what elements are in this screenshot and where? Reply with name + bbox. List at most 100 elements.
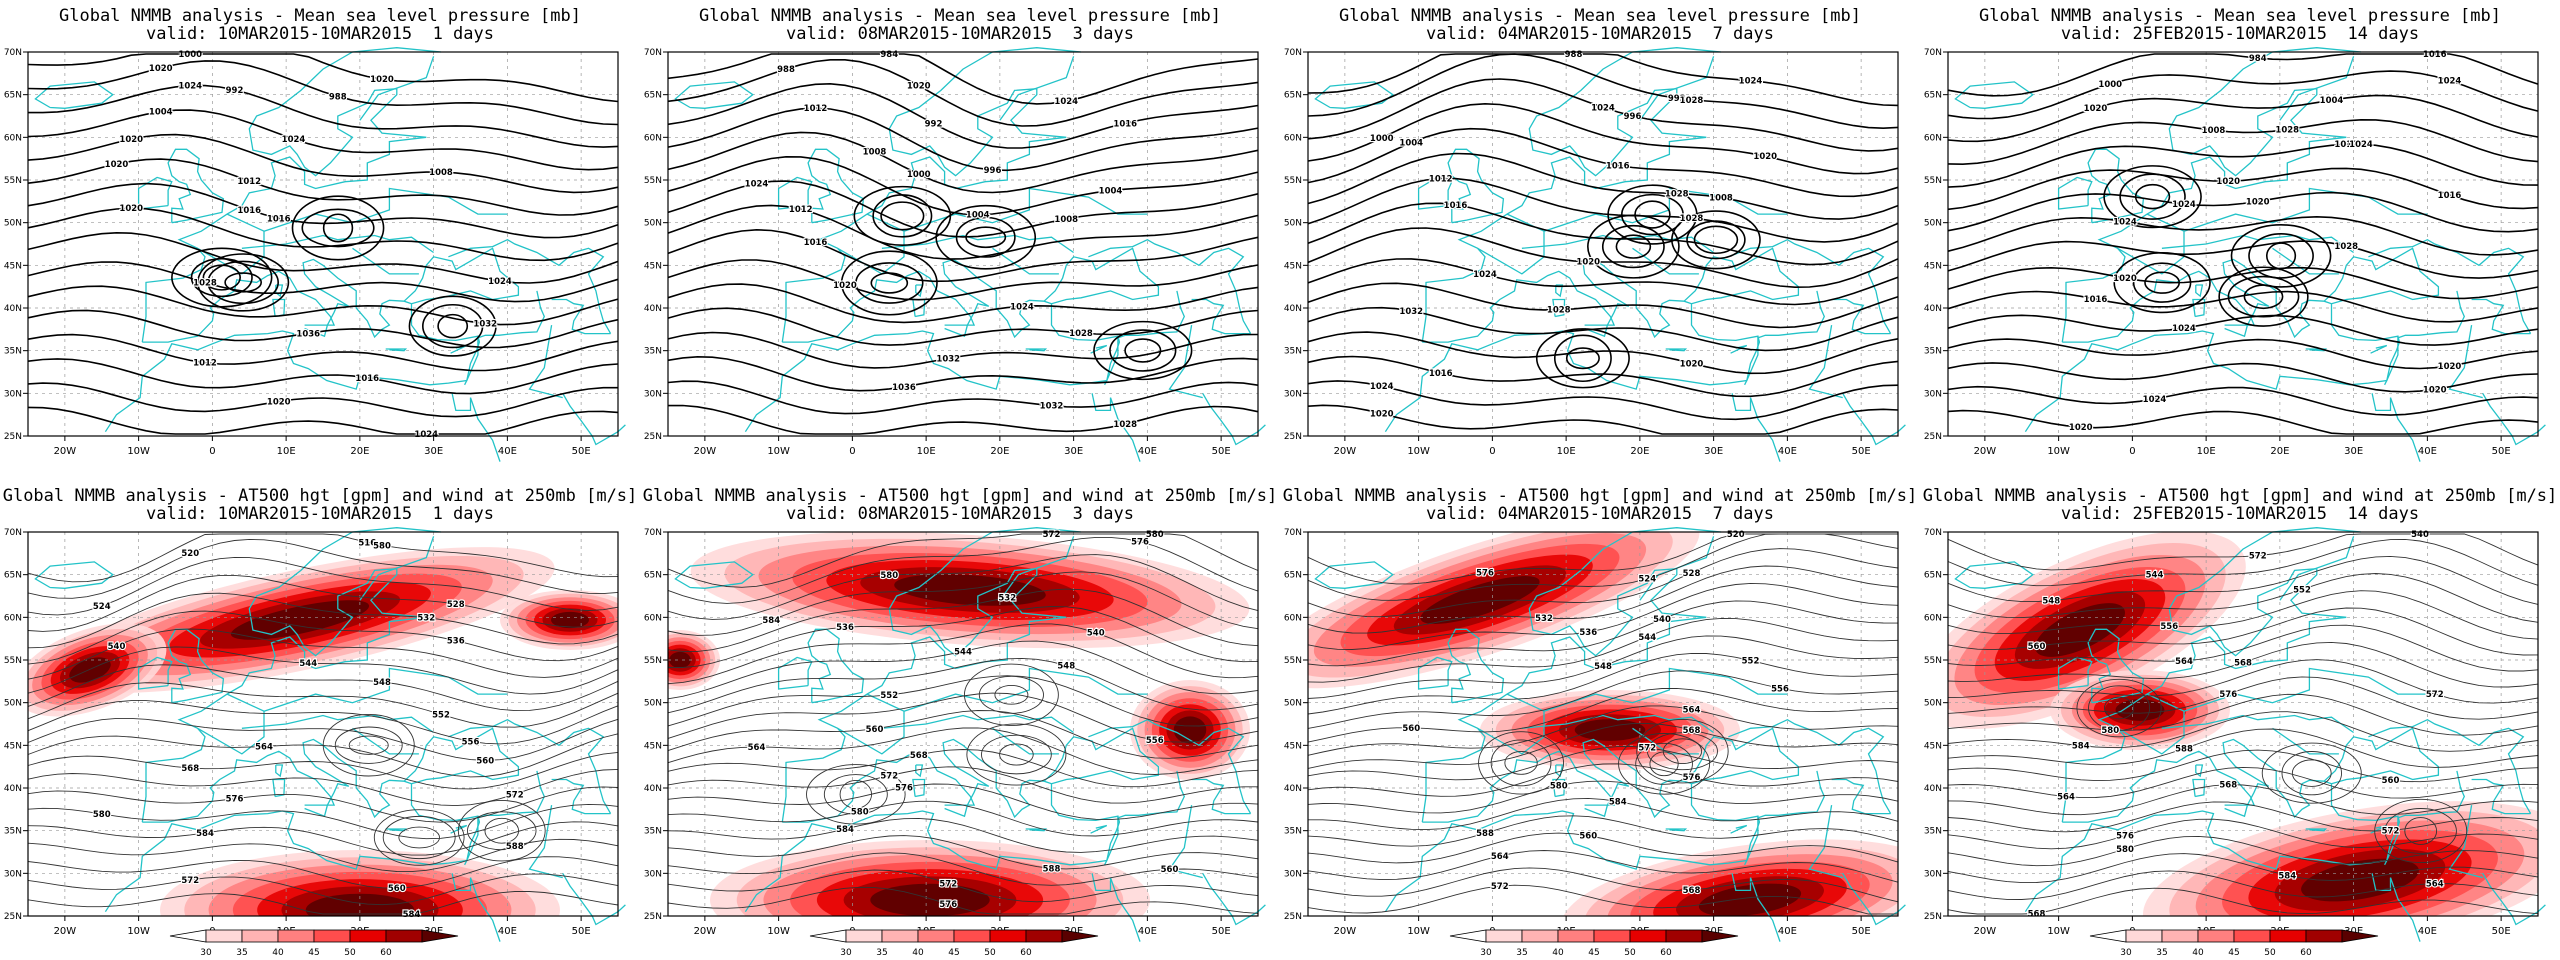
contour-label: 1020: [267, 397, 291, 407]
contour-label: 1028: [1665, 190, 1689, 200]
legend-tick-label: 30: [1480, 948, 1492, 958]
contour-label: 576: [939, 900, 957, 910]
legend-swatch: [2269, 929, 2307, 943]
lat-tick-label: 55N: [1924, 176, 1942, 186]
contour-label: 1016: [355, 374, 379, 384]
lat-tick-label: 35N: [1924, 827, 1942, 837]
contour-label: 552: [432, 710, 450, 720]
contour-label: 564: [2057, 793, 2075, 803]
contour-label: 1024: [1473, 270, 1497, 280]
lat-tick-label: 25N: [1284, 432, 1302, 442]
contour-label: 1028: [1113, 420, 1137, 430]
panel-title: Global NMMB analysis - AT500 hgt [gpm] a…: [2, 486, 638, 506]
panel-title: Global NMMB analysis - Mean sea level pr…: [699, 6, 1221, 26]
lon-tick-label: 20W: [1974, 926, 1997, 937]
contour-label: 1016: [2084, 295, 2108, 305]
legend-tick-label: 50: [984, 948, 996, 958]
contour-label: 992: [1668, 94, 1686, 104]
legend-tick-label: 50: [344, 948, 356, 958]
legend-tick-label: 50: [1624, 948, 1636, 958]
legend-swatch: [2341, 929, 2379, 943]
contour-label: 568: [1683, 726, 1701, 736]
lat-tick-label: 70N: [1284, 528, 1302, 538]
contour-label: 1012: [789, 205, 813, 215]
lat-tick-label: 45N: [1924, 261, 1942, 271]
lon-tick-label: 20W: [694, 446, 717, 457]
legend-swatch: [845, 929, 883, 943]
lat-tick-label: 65N: [644, 91, 662, 101]
lat-tick-label: 25N: [644, 912, 662, 922]
legend-tick-label: 40: [272, 948, 284, 958]
legend-tick-label: 35: [876, 948, 887, 958]
contour-label: 1012: [193, 359, 217, 369]
lat-tick-label: 60N: [644, 613, 662, 623]
contour-label: 568: [181, 764, 199, 774]
lat-tick-label: 50N: [1284, 699, 1302, 709]
legend-tick-label: 30: [840, 948, 852, 958]
legend-swatch: [421, 929, 459, 943]
lon-tick-label: 50E: [1852, 446, 1871, 457]
lat-tick-label: 60N: [4, 133, 22, 143]
contour-label: 1024: [1370, 382, 1394, 392]
lat-tick-label: 65N: [644, 571, 662, 581]
lon-tick-label: 30E: [1704, 446, 1723, 457]
contour-label: 576: [1476, 569, 1494, 579]
map-canvas: 1000988992100410081012101610201024102810…: [4, 47, 626, 462]
contour-label: 1020: [2423, 385, 2447, 395]
lat-tick-label: 30N: [1924, 389, 1942, 399]
contour-label: 1028: [1069, 329, 1093, 339]
contour-label: 1000: [2098, 80, 2122, 90]
legend-swatch: [349, 929, 387, 943]
contour-label: 1004: [1399, 139, 1423, 149]
contour-label: 1028: [1547, 306, 1571, 316]
contour-label: 572: [2426, 690, 2444, 700]
contour-label: 568: [2219, 781, 2237, 791]
lon-tick-label: 20W: [1974, 446, 1997, 457]
legend-tick-label: 35: [1516, 948, 1527, 958]
contour-label: 1024: [1054, 97, 1078, 107]
map-frame: [27, 51, 619, 437]
legend-swatch: [1061, 929, 1099, 943]
lat-tick-label: 55N: [644, 656, 662, 666]
contour-label: 1020: [2084, 104, 2108, 114]
contour-label: 560: [1579, 832, 1597, 842]
lon-tick-label: 10W: [2047, 926, 2070, 937]
panel-valid-range: valid: 25FEB2015-10MAR2015 14 days: [2060, 504, 2420, 524]
contour-label: 556: [2160, 622, 2178, 632]
contour-label: 996: [984, 166, 1002, 176]
lat-tick-label: 35N: [644, 827, 662, 837]
contour-label: 1024: [414, 430, 438, 440]
contour-label: 1024: [2172, 200, 2196, 210]
contour-label: 532: [998, 593, 1016, 603]
contour-label: 524: [1638, 575, 1656, 585]
mslp-panel: 984 988 992 996 1000 1004 1008 1012 1016 1020 1024…: [640, 0, 1280, 480]
contour-label: 540: [1653, 615, 1671, 625]
lon-tick-label: 20W: [1334, 446, 1357, 457]
lat-tick-label: 50N: [644, 699, 662, 709]
legend-swatch: [277, 929, 315, 943]
contour-label: 1008: [1709, 194, 1733, 204]
lat-tick-label: 60N: [1924, 613, 1942, 623]
contour-label: 1016: [1606, 161, 1630, 171]
lon-tick-label: 10W: [127, 446, 150, 457]
contour-label: 576: [2219, 690, 2237, 700]
contour-label: 556: [1146, 736, 1164, 746]
wind-shading: [668, 532, 1250, 916]
contour-label: 528: [447, 600, 465, 610]
wind-legend: 30 35 40 45 50 60: [2089, 929, 2379, 958]
panel-valid-range: valid: 04MAR2015-10MAR2015 7 days: [1426, 24, 1774, 44]
legend-swatch: [1557, 929, 1595, 943]
contour-label: 536: [447, 637, 465, 647]
contour-label: 1028: [2334, 242, 2358, 252]
legend-tick-label: 45: [1588, 948, 1599, 958]
contour-label: 588: [1043, 864, 1061, 874]
lat-tick-label: 60N: [4, 613, 22, 623]
wind-legend: 30 35 40 45 50 60: [169, 929, 459, 958]
wind-shading: [28, 547, 618, 916]
contour-label: 1020: [119, 135, 143, 145]
contour-label: 548: [373, 678, 391, 688]
legend-swatch: [2305, 929, 2343, 943]
contour-label: 584: [2072, 742, 2090, 752]
contour-label: 544: [299, 659, 317, 669]
